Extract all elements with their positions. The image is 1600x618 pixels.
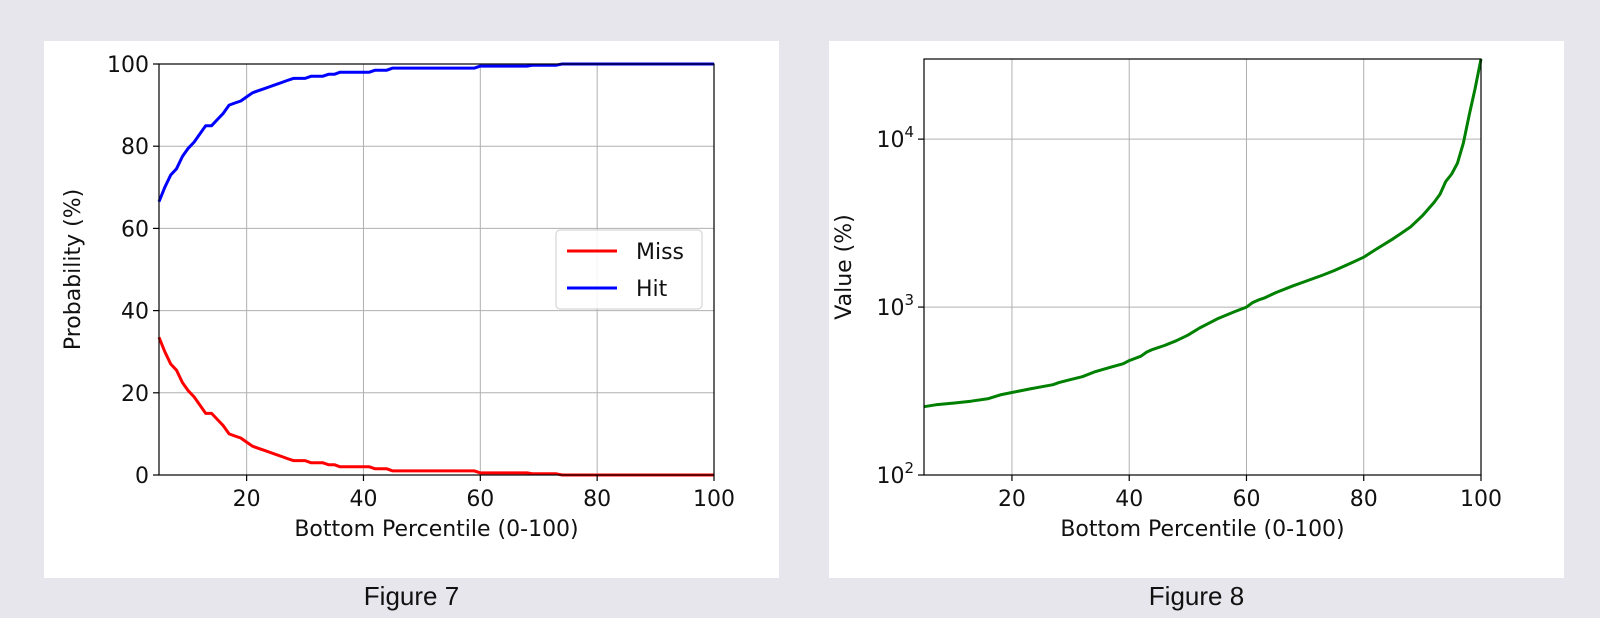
figure-7-chart: 20 40 60 80 100 0 20 40 60 80 100 Bottom Percentile… [61,53,735,542]
legend: Miss Hit [555,229,703,310]
x-tick-label: 100 [1460,487,1502,512]
y-tick-label: 103 [876,291,914,321]
x-tick-label: 80 [583,487,611,512]
axes-frame [158,63,715,476]
y-tick-label: 0 [135,464,149,489]
x-axis-label: Bottom Percentile (0-100) [1060,517,1344,542]
figure-8-caption: Figure 8 [1148,581,1245,611]
grid [924,59,1482,476]
x-tick-label: 100 [693,487,735,512]
figure-8-panel: 20 40 60 80 100 102 103 104 Bottom Percentile (0… [829,41,1564,578]
y-axis-label: Probability (%) [61,189,86,350]
x-tick-label: 40 [1115,487,1143,512]
y-tick-label: 102 [876,459,914,489]
x-tick-label: 60 [466,487,494,512]
figure-8-chart: 20 40 60 80 100 102 103 104 Bottom Percentile (0… [832,58,1502,542]
legend-label-miss: Miss [636,240,684,265]
y-axis-label: Value (%) [832,214,857,319]
series-line-hit [157,62,714,203]
y-tick-label: 100 [107,53,149,78]
legend-label-hit: Hit [636,277,668,302]
y-tick-label: 104 [876,123,914,153]
x-tick-label: 80 [1350,487,1378,512]
figure-7-panel: 20 40 60 80 100 0 20 40 60 80 100 Bottom Percentile… [44,41,779,578]
y-tick-label: 20 [121,382,149,407]
x-tick-label: 20 [233,487,261,512]
x-tick-label: 20 [998,487,1026,512]
y-tick-label: 80 [121,135,149,160]
axes-frame [923,58,1482,476]
x-tick-label: 60 [1232,487,1260,512]
y-tick-label: 40 [121,300,149,325]
series-line [923,58,1483,409]
y-tick-label: 60 [121,217,149,242]
x-axis-label: Bottom Percentile (0-100) [294,517,578,542]
figure-7-caption: Figure 7 [363,581,460,611]
x-tick-label: 40 [349,487,377,512]
series-line-miss [157,336,714,477]
